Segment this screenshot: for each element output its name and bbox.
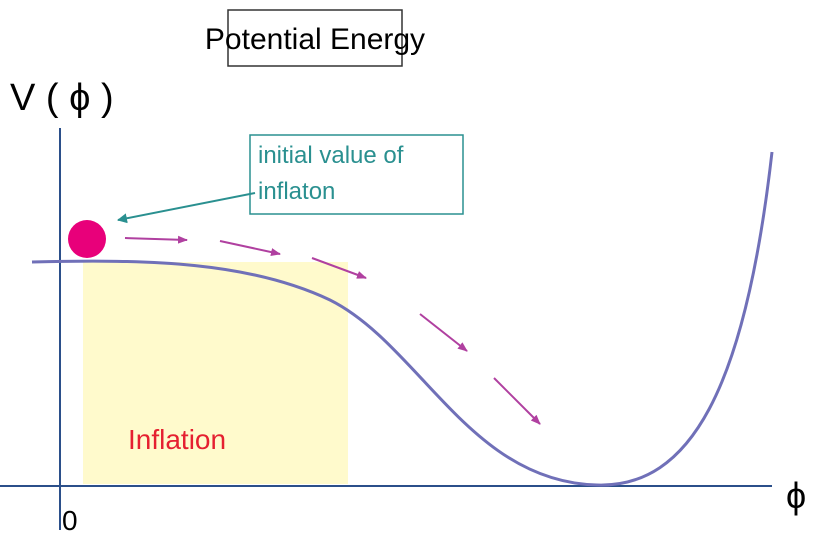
motion-arrow (419, 313, 468, 352)
region-label: Inflation (128, 424, 226, 455)
inflation-region (83, 262, 348, 484)
origin-label: 0 (62, 505, 78, 534)
motion-arrow (493, 377, 541, 425)
callout-box (249, 134, 464, 215)
title-box (227, 9, 403, 67)
inflaton-ball (68, 220, 106, 258)
potential-curve (31, 151, 774, 487)
x-axis-label: ϕ (786, 475, 806, 516)
motion-arrows (124, 235, 541, 425)
motion-arrow (311, 257, 367, 279)
y-axis-label: V ( ϕ ) (10, 77, 114, 119)
callout-text: inflaton (258, 178, 335, 205)
motion-arrow (124, 235, 188, 244)
motion-arrow (219, 240, 281, 257)
title: Potential Energy (205, 23, 425, 56)
callout-arrow (117, 192, 256, 224)
callout-text: initial value of (258, 142, 404, 169)
